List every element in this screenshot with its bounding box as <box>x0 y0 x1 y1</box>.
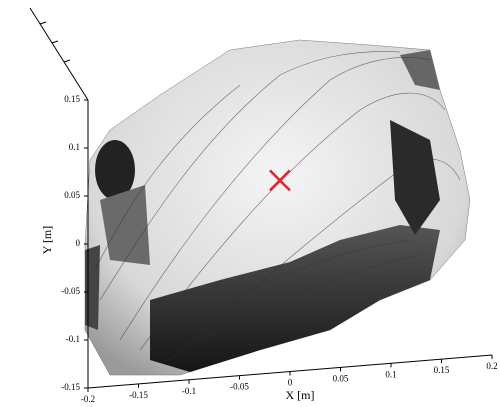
x-tick-label: -0.05 <box>230 382 249 392</box>
x-tick-label: -0.1 <box>182 386 196 396</box>
y-tick-label: -0.15 <box>61 382 80 392</box>
y-tick-label: 0.1 <box>69 142 80 152</box>
y-axis-title: Y [m] <box>40 226 54 255</box>
x-tick-label: -0.15 <box>129 390 148 400</box>
surface <box>85 40 470 375</box>
y-tick-label: 0.15 <box>64 94 80 104</box>
x-tick-label: 0.1 <box>385 369 396 379</box>
x-tick-label: 0 <box>288 378 293 388</box>
chart: Y [m] X [m] -0.15 -0.1 -0.05 0 0.05 0.1 0.15 -0… <box>0 0 500 407</box>
x-tick-label: 0.15 <box>434 365 450 375</box>
z-axis <box>30 8 88 100</box>
y-tick-label: -0.1 <box>66 334 80 344</box>
y-tick-label: -0.05 <box>61 286 80 296</box>
x-tick-label: 0.05 <box>333 373 349 383</box>
y-tick-label: 0.05 <box>64 190 80 200</box>
x-axis-title: X [m] <box>286 388 315 402</box>
y-tick-label: 0 <box>76 238 81 248</box>
x-tick-label: -0.2 <box>81 394 95 404</box>
x-tick-label: 0.2 <box>486 361 497 371</box>
